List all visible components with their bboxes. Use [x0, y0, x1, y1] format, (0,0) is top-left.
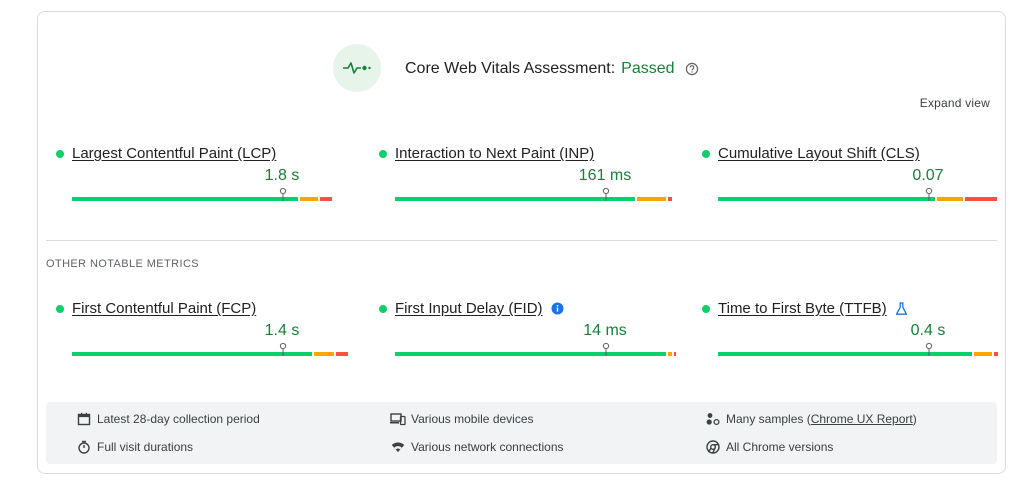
- metric-distribution-bar: [395, 342, 676, 356]
- good-segment: [72, 352, 312, 356]
- percentile-marker-icon: [279, 342, 286, 356]
- assessment-heading: Core Web Vitals Assessment: Passed: [405, 60, 699, 78]
- metric-name-link[interactable]: First Input Delay (FID): [395, 300, 543, 317]
- info-icon[interactable]: [551, 302, 564, 315]
- percentile-marker-icon: [602, 342, 609, 356]
- metric-inp: Interaction to Next Paint (INP) 161 ms: [379, 145, 679, 215]
- metric-distribution-bar: [395, 187, 676, 201]
- poor-segment: [674, 352, 676, 356]
- metric-fid: First Input Delay (FID) 14 ms: [379, 300, 679, 370]
- metric-value: 1.4 s: [264, 322, 300, 339]
- percentile-marker-icon: [602, 187, 609, 201]
- chrome-versions-text: All Chrome versions: [726, 440, 834, 454]
- visit-durations-text: Full visit durations: [97, 440, 194, 454]
- collection-period-item: Latest 28-day collection period: [76, 411, 260, 427]
- poor-segment: [336, 352, 348, 356]
- good-segment: [718, 352, 972, 356]
- metric-name-link[interactable]: Time to First Byte (TTFB): [718, 300, 887, 317]
- metric-fcp: First Contentful Paint (FCP) 1.4 s: [56, 300, 356, 370]
- assessment-status: Passed: [621, 60, 675, 77]
- needs-improvement-segment: [637, 197, 666, 201]
- percentile-marker-icon: [925, 342, 932, 356]
- expand-view-link[interactable]: Expand view: [919, 96, 990, 110]
- network-text: Various network connections: [411, 440, 564, 454]
- metric-name-link[interactable]: Cumulative Layout Shift (CLS): [718, 145, 920, 162]
- metric-lcp: Largest Contentful Paint (LCP) 1.8 s: [56, 145, 356, 215]
- metric-distribution-bar: [718, 187, 999, 201]
- needs-improvement-segment: [314, 352, 334, 356]
- data-source-footer: Latest 28-day collection period Full vis…: [46, 402, 997, 464]
- other-metrics-label: OTHER NOTABLE METRICS: [46, 258, 200, 270]
- metric-name-link[interactable]: Interaction to Next Paint (INP): [395, 145, 595, 162]
- good-segment: [72, 197, 298, 201]
- network-item: Various network connections: [390, 439, 564, 455]
- poor-segment: [965, 197, 997, 201]
- devices-icon: [390, 411, 406, 427]
- good-segment: [395, 197, 635, 201]
- samples-suffix: ): [912, 412, 917, 426]
- section-divider: [46, 240, 997, 241]
- collection-period-text: Latest 28-day collection period: [97, 412, 260, 426]
- good-status-dot: [379, 149, 387, 158]
- chrome-versions-item: All Chrome versions: [705, 439, 833, 455]
- samples-text: Many samples (: [726, 412, 811, 426]
- poor-segment: [668, 197, 672, 201]
- percentile-marker-icon: [925, 187, 932, 201]
- wifi-icon: [390, 439, 406, 455]
- devices-text: Various mobile devices: [411, 412, 534, 426]
- visit-durations-item: Full visit durations: [76, 439, 193, 455]
- assessment-label: Core Web Vitals Assessment:: [405, 60, 616, 77]
- metric-distribution-bar: [72, 342, 353, 356]
- flask-icon[interactable]: [895, 301, 908, 316]
- metric-value: 161 ms: [578, 167, 632, 184]
- samples-icon: [705, 411, 721, 427]
- good-segment: [718, 197, 935, 201]
- metric-value: 0.4 s: [910, 322, 946, 339]
- poor-segment: [320, 197, 332, 201]
- good-status-dot: [702, 149, 710, 158]
- metric-cls: Cumulative Layout Shift (CLS) 0.07: [702, 145, 1002, 215]
- metric-name-link[interactable]: Largest Contentful Paint (LCP): [72, 145, 277, 162]
- needs-improvement-segment: [937, 197, 963, 201]
- chrome-icon: [705, 439, 721, 455]
- devices-item: Various mobile devices: [390, 411, 534, 427]
- metric-value: 14 ms: [583, 322, 627, 339]
- metric-distribution-bar: [718, 342, 999, 356]
- chrome-ux-report-link[interactable]: Chrome UX Report: [810, 412, 913, 426]
- core-web-vitals-card: [37, 11, 1006, 474]
- metric-name-link[interactable]: First Contentful Paint (FCP): [72, 300, 257, 317]
- metric-ttfb: Time to First Byte (TTFB) 0.4 s: [702, 300, 1002, 370]
- good-segment: [395, 352, 666, 356]
- needs-improvement-segment: [668, 352, 672, 356]
- pulse-icon: [333, 44, 381, 92]
- needs-improvement-segment: [974, 352, 992, 356]
- stopwatch-icon: [76, 439, 92, 455]
- percentile-marker-icon: [279, 187, 286, 201]
- samples-item: Many samples (Chrome UX Report): [705, 411, 917, 427]
- metric-value: 0.07: [912, 167, 944, 184]
- good-status-dot: [56, 149, 64, 158]
- help-icon[interactable]: [685, 62, 699, 76]
- good-status-dot: [379, 304, 387, 313]
- metric-distribution-bar: [72, 187, 353, 201]
- good-status-dot: [56, 304, 64, 313]
- metric-value: 1.8 s: [264, 167, 300, 184]
- calendar-icon: [76, 411, 92, 427]
- good-status-dot: [702, 304, 710, 313]
- needs-improvement-segment: [300, 197, 318, 201]
- poor-segment: [994, 352, 998, 356]
